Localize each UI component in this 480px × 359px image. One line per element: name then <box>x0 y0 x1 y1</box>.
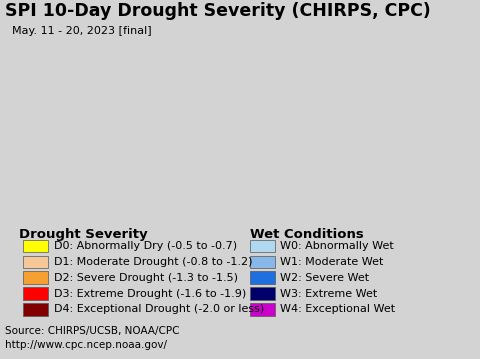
Bar <box>250 303 275 316</box>
Text: W4: Exceptional Wet: W4: Exceptional Wet <box>280 304 396 314</box>
Bar <box>250 240 275 252</box>
Text: W0: Abnormally Wet: W0: Abnormally Wet <box>280 241 394 251</box>
Text: Source: CHIRPS/UCSB, NOAA/CPC
http://www.cpc.ncep.noaa.gov/: Source: CHIRPS/UCSB, NOAA/CPC http://www… <box>5 326 180 350</box>
Text: D1: Moderate Drought (-0.8 to -1.2): D1: Moderate Drought (-0.8 to -1.2) <box>54 257 252 267</box>
Text: W3: Extreme Wet: W3: Extreme Wet <box>280 289 378 299</box>
Text: D0: Abnormally Dry (-0.5 to -0.7): D0: Abnormally Dry (-0.5 to -0.7) <box>54 241 237 251</box>
Text: D4: Exceptional Drought (-2.0 or less): D4: Exceptional Drought (-2.0 or less) <box>54 304 264 314</box>
Text: D2: Severe Drought (-1.3 to -1.5): D2: Severe Drought (-1.3 to -1.5) <box>54 273 238 283</box>
Text: D3: Extreme Drought (-1.6 to -1.9): D3: Extreme Drought (-1.6 to -1.9) <box>54 289 246 299</box>
Text: May. 11 - 20, 2023 [final]: May. 11 - 20, 2023 [final] <box>12 27 152 36</box>
Text: Wet Conditions: Wet Conditions <box>250 228 363 241</box>
Bar <box>23 271 48 284</box>
Text: Drought Severity: Drought Severity <box>19 228 148 241</box>
Text: W2: Severe Wet: W2: Severe Wet <box>280 273 370 283</box>
Bar <box>250 287 275 300</box>
Text: SPI 10-Day Drought Severity (CHIRPS, CPC): SPI 10-Day Drought Severity (CHIRPS, CPC… <box>5 2 431 20</box>
Bar <box>23 303 48 316</box>
Bar <box>23 256 48 268</box>
Bar <box>23 287 48 300</box>
Bar <box>250 271 275 284</box>
Text: W1: Moderate Wet: W1: Moderate Wet <box>280 257 384 267</box>
Bar <box>250 256 275 268</box>
Bar <box>23 240 48 252</box>
